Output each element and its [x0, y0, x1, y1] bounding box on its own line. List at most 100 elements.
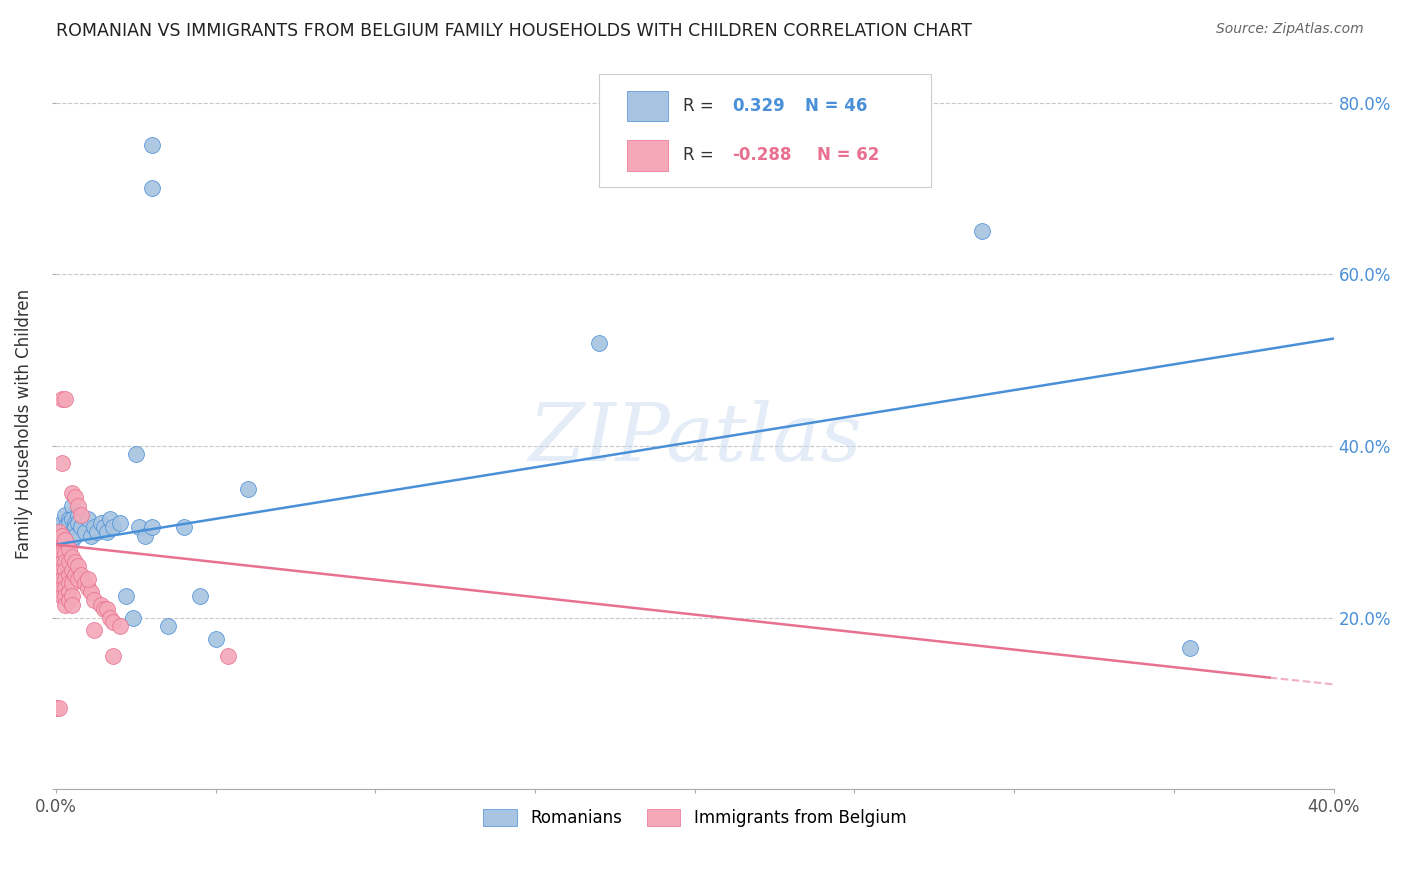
Text: N = 46: N = 46 [804, 97, 868, 115]
Point [60, 533, 83, 548]
FancyBboxPatch shape [627, 91, 668, 121]
Point [51, 529, 73, 543]
Point [76, 572, 98, 586]
Point [51, 555, 73, 569]
Point [60, 524, 83, 539]
Point [55, 598, 77, 612]
Point [51, 546, 73, 560]
Legend: Romanians, Immigrants from Belgium: Romanians, Immigrants from Belgium [475, 801, 914, 836]
Text: R =: R = [683, 146, 720, 164]
Point [48, 520, 70, 534]
FancyBboxPatch shape [599, 74, 931, 187]
Point [73, 524, 96, 539]
Point [51, 589, 73, 603]
Point [51, 456, 73, 470]
Point [48, 559, 70, 574]
Point [63, 520, 86, 534]
Point [96, 524, 118, 539]
Point [55, 563, 77, 577]
Point [60, 499, 83, 513]
Point [58, 512, 80, 526]
Point [48, 700, 70, 714]
Point [67, 508, 90, 522]
Point [58, 567, 80, 582]
Point [141, 181, 163, 195]
Point [76, 581, 98, 595]
Point [83, 520, 105, 534]
Point [51, 392, 73, 406]
Point [98, 610, 121, 624]
Text: N = 62: N = 62 [817, 146, 880, 164]
Y-axis label: Family Households with Children: Family Households with Children [15, 289, 32, 559]
Point [63, 567, 86, 582]
Point [45, 700, 67, 714]
Point [121, 610, 143, 624]
Point [67, 516, 90, 530]
Point [51, 563, 73, 577]
Point [55, 572, 77, 586]
Point [60, 576, 83, 591]
Point [60, 563, 83, 577]
Point [48, 524, 70, 539]
Point [58, 555, 80, 569]
Point [51, 538, 73, 552]
Point [60, 512, 83, 526]
Point [73, 576, 96, 591]
Point [108, 516, 131, 530]
Point [48, 572, 70, 586]
Point [63, 491, 86, 505]
Point [103, 615, 125, 629]
Point [90, 598, 112, 612]
Point [67, 559, 90, 574]
Point [141, 138, 163, 153]
Text: R =: R = [683, 97, 720, 115]
Point [67, 499, 90, 513]
Point [55, 589, 77, 603]
Point [80, 529, 103, 543]
Point [86, 524, 108, 539]
Point [45, 546, 67, 560]
Point [63, 529, 86, 543]
Point [98, 512, 121, 526]
Point [58, 516, 80, 530]
Point [48, 538, 70, 552]
Point [63, 516, 86, 530]
Point [51, 524, 73, 539]
Point [55, 520, 77, 534]
Point [58, 529, 80, 543]
Point [204, 632, 226, 646]
Point [55, 555, 77, 569]
Point [55, 546, 77, 560]
Point [972, 224, 994, 238]
Point [55, 529, 77, 543]
Point [48, 529, 70, 543]
FancyBboxPatch shape [627, 140, 668, 170]
Point [60, 550, 83, 565]
Text: -0.288: -0.288 [733, 146, 792, 164]
Point [58, 593, 80, 607]
Point [188, 589, 211, 603]
Text: Source: ZipAtlas.com: Source: ZipAtlas.com [1216, 22, 1364, 37]
Point [51, 572, 73, 586]
Text: ZIPatlas: ZIPatlas [529, 401, 862, 478]
Point [93, 520, 115, 534]
Point [55, 392, 77, 406]
Point [55, 533, 77, 548]
Point [55, 508, 77, 522]
Point [134, 529, 156, 543]
Point [103, 520, 125, 534]
Point [45, 533, 67, 548]
Point [96, 602, 118, 616]
Text: ROMANIAN VS IMMIGRANTS FROM BELGIUM FAMILY HOUSEHOLDS WITH CHILDREN CORRELATION : ROMANIAN VS IMMIGRANTS FROM BELGIUM FAMI… [56, 22, 972, 40]
Point [156, 619, 179, 633]
Point [60, 589, 83, 603]
Point [83, 624, 105, 638]
Point [51, 516, 73, 530]
Point [103, 649, 125, 664]
Point [93, 602, 115, 616]
Point [63, 555, 86, 569]
Point [125, 447, 148, 461]
Text: 0.329: 0.329 [733, 97, 785, 115]
Point [76, 512, 98, 526]
Point [55, 533, 77, 548]
